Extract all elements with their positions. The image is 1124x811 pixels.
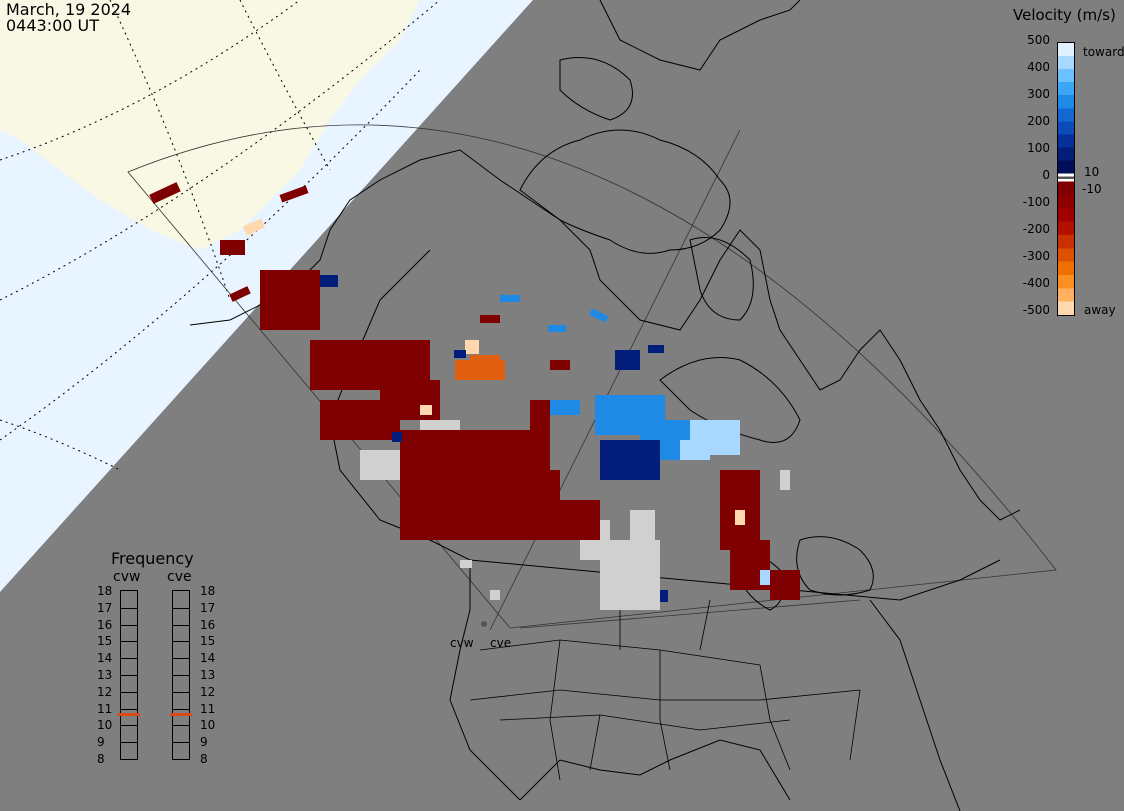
colorbar-tick-label: -500 bbox=[1022, 303, 1050, 317]
frequency-grid-line bbox=[173, 658, 189, 660]
sunlit-land bbox=[0, 0, 420, 250]
radar-label-cve: cve bbox=[167, 569, 192, 585]
colorbar-tick-label: -100 bbox=[1022, 195, 1050, 209]
frequency-level-label: 9 bbox=[200, 735, 208, 750]
frequency-level-label: 16 bbox=[97, 617, 113, 632]
frequency-grid-line bbox=[121, 691, 137, 693]
graticule bbox=[0, 0, 441, 471]
frequency-level-label: 13 bbox=[200, 668, 216, 682]
frequency-level-label: 11 bbox=[200, 701, 216, 716]
colorbar-tick-label: -400 bbox=[1022, 276, 1050, 290]
frequency-level-label: 10 bbox=[97, 718, 113, 733]
fov-outline bbox=[127, 124, 1057, 631]
velocity-toward-dark bbox=[320, 275, 668, 602]
frequency-grid-line bbox=[173, 624, 189, 626]
site-label-cvw: cvw bbox=[450, 636, 474, 650]
velocity-away-faint bbox=[242, 218, 745, 525]
frequency-grid-line bbox=[173, 641, 189, 643]
frequency-grid-line bbox=[173, 742, 189, 744]
velocity-colorbar bbox=[1057, 42, 1075, 316]
velocity-toward-faint bbox=[680, 420, 770, 585]
frequency-marker bbox=[170, 712, 192, 716]
colorbar-label-toward: toward bbox=[1083, 45, 1124, 59]
frequency-grid-line bbox=[173, 725, 189, 727]
time-label: 0443:00 UT bbox=[6, 16, 100, 35]
colorbar-label-away: away bbox=[1084, 303, 1116, 317]
frequency-level-label: 15 bbox=[97, 634, 113, 649]
frequency-grid-line bbox=[121, 658, 137, 660]
frequency-marker bbox=[118, 712, 140, 716]
frequency-level-label: 8 bbox=[200, 752, 208, 766]
colorbar-tick-label: 500 bbox=[1027, 33, 1050, 47]
frequency-level-label: 10 bbox=[200, 718, 216, 733]
colorbar-title: Velocity (m/s) bbox=[1013, 6, 1116, 24]
colorbar-tick-label: -300 bbox=[1022, 249, 1050, 263]
frequency-level-label: 17 bbox=[97, 600, 113, 615]
frequency-grid-line bbox=[173, 607, 189, 609]
frequency-level-label: 12 bbox=[97, 684, 113, 699]
colorbar-tick-label: 400 bbox=[1027, 60, 1050, 74]
frequency-grid-line bbox=[121, 742, 137, 744]
colorbar-tick-label: -200 bbox=[1022, 222, 1050, 236]
frequency-bar-cve bbox=[170, 590, 192, 760]
frequency-level-label: 8 bbox=[97, 752, 105, 766]
frequency-grid-line bbox=[121, 607, 137, 609]
frequency-grid-line bbox=[173, 691, 189, 693]
colorbar-label-plus10: 10 bbox=[1084, 165, 1100, 179]
velocity-away bbox=[149, 182, 800, 600]
radar-site-marker bbox=[481, 621, 487, 627]
site-label-cve: cve bbox=[490, 636, 512, 650]
radar-label-cvw: cvw bbox=[113, 569, 141, 585]
colorbar-tick-label: 0 bbox=[1042, 168, 1050, 182]
velocity-away-strong bbox=[455, 355, 505, 380]
frequency-level-label: 16 bbox=[200, 617, 216, 632]
frequency-bar-cvw bbox=[118, 590, 140, 760]
frequency-grid-line bbox=[121, 708, 137, 710]
frequency-level-label: 11 bbox=[97, 701, 113, 716]
frequency-grid-line bbox=[121, 624, 137, 626]
frequency-level-label: 15 bbox=[200, 634, 216, 649]
frequency-level-label: 9 bbox=[97, 735, 105, 750]
frequency-grid-line bbox=[121, 675, 137, 676]
colorbar-label-minus10: -10 bbox=[1082, 182, 1102, 196]
frequency-grid-line bbox=[121, 641, 137, 643]
frequency-level-label: 13 bbox=[97, 668, 113, 682]
frequency-level-label: 18 bbox=[200, 584, 216, 598]
frequency-level-label: 12 bbox=[200, 684, 216, 699]
frequency-level-label: 14 bbox=[97, 651, 113, 666]
frequency-grid-line bbox=[173, 708, 189, 710]
frequency-grid-line bbox=[121, 725, 137, 727]
colorbar-tick-label: 100 bbox=[1027, 141, 1050, 155]
date-label: March, 19 2024 bbox=[6, 0, 132, 19]
frequency-grid-line bbox=[173, 675, 189, 676]
frequency-level-label: 17 bbox=[200, 600, 216, 615]
frequency-level-label: 14 bbox=[200, 651, 216, 666]
colorbar-tick-label: 300 bbox=[1027, 87, 1050, 101]
frequency-level-label: 18 bbox=[97, 584, 113, 598]
colorbar-tick-label: 200 bbox=[1027, 114, 1050, 128]
frequency-title: Frequency bbox=[111, 549, 194, 568]
